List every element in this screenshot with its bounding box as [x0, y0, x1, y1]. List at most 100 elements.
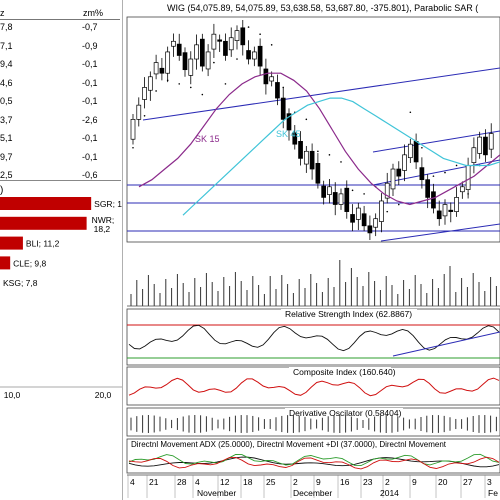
table-cell-change: -0,1: [82, 59, 98, 69]
x-tick-label: 23: [363, 477, 373, 487]
sar-dot: [328, 154, 331, 156]
bar-label: SGR; 18,7: [94, 199, 122, 209]
trend-lower: [380, 223, 500, 242]
sma45-line: [182, 97, 500, 216]
x-tick-label: 12: [220, 477, 230, 487]
sar-dot: [444, 171, 446, 174]
section-paren: ): [0, 185, 4, 196]
candle-body: [483, 136, 488, 156]
candle-body: [454, 197, 459, 212]
candle-body: [379, 200, 384, 222]
candle-body: [136, 104, 142, 120]
candle-body: [459, 186, 465, 193]
technical-chart: WIG (54,075.89, 54,075.89, 53,638.58, 53…: [123, 0, 500, 500]
sar-dot: [409, 111, 412, 114]
sma45-label: SK 45: [276, 129, 301, 139]
table-cell-change: -0,1: [82, 77, 98, 88]
rsi-label: Relative Strength Index (62.8867): [285, 309, 412, 319]
candle-body: [211, 33, 217, 50]
sar-dot: [351, 189, 354, 192]
x-axis-months: November December 2014 Fe: [197, 488, 498, 498]
candle-body: [275, 82, 280, 99]
x-tick-label: 2: [293, 477, 298, 487]
candle-body: [344, 187, 350, 212]
candle-body: [263, 68, 269, 85]
candle-body: [269, 76, 275, 82]
x-tick-label: 27: [463, 477, 473, 487]
candle-body: [425, 179, 431, 198]
x-tick-label: 2: [385, 477, 390, 487]
top-gainers-bar-chart: SGR; 18,7 NWR;18,2 BLI; 11,2 CLE; 9,8 KSG; 7…: [0, 197, 122, 400]
table-cell-change: -0,1: [82, 133, 98, 143]
sar-dot: [455, 164, 458, 167]
rsi-trendline: [392, 331, 500, 357]
candle-body: [431, 191, 436, 209]
candle-body: [407, 143, 413, 159]
candle-body: [217, 39, 223, 42]
minus-di-line: [128, 456, 500, 470]
candle-body: [240, 27, 246, 46]
price-panel: [126, 16, 500, 243]
bar-label: CLE; 9,8: [13, 258, 46, 268]
bar: [0, 197, 92, 210]
table-cell-value: 4,6: [0, 77, 13, 88]
sar-dot: [201, 93, 204, 96]
candle-body: [309, 150, 315, 170]
derivative-bars: [130, 415, 497, 433]
candle-body: [142, 87, 147, 100]
sar-dot: [189, 86, 192, 89]
sar-dot: [213, 61, 215, 64]
candle-body: [199, 38, 205, 67]
sar-dot: [386, 210, 389, 213]
candle-body: [384, 182, 390, 199]
section-divider: [0, 180, 121, 181]
table-cell-value: 3,7: [0, 114, 13, 125]
candle-body: [234, 30, 240, 41]
candle-body: [257, 45, 263, 67]
table-cell-value: 9,7: [0, 151, 13, 162]
x-tick-label: 4: [130, 477, 135, 487]
candle-body: [448, 209, 454, 212]
candle-body: [327, 186, 332, 195]
x-tick-label: 21: [149, 477, 159, 487]
table-cell-change: -0,6: [82, 170, 98, 180]
table-cell-change: -0,1: [82, 96, 98, 106]
adx-panel: [126, 438, 500, 474]
candle-body: [477, 136, 483, 154]
sar-dot: [421, 146, 423, 149]
candle-body: [436, 210, 442, 220]
candle-body: [182, 52, 188, 71]
table-cell-change: -0,7: [82, 22, 98, 32]
candle-body: [488, 133, 494, 150]
sar-dot: [178, 83, 181, 85]
bar-label: BLI; 11,2: [26, 239, 60, 249]
sar-dot: [155, 90, 157, 92]
candle-body: [251, 51, 257, 60]
table-cell-change: -0,1: [82, 151, 98, 162]
sar-dot: [236, 58, 238, 60]
x-tick-label: 9: [316, 477, 321, 487]
bar: [0, 256, 11, 270]
bar-label: KSG; 7,8: [3, 278, 38, 288]
table-cell-value: 7,1: [0, 40, 13, 51]
x-tick-label: 28: [177, 477, 187, 487]
sma15-label: SK 15: [195, 134, 220, 144]
table-cell-value: 2,5: [0, 170, 13, 180]
candle-body: [130, 119, 136, 140]
panel-separator: [122, 0, 123, 500]
trend-upper: [142, 67, 500, 121]
sar-dot: [340, 161, 342, 163]
table-cell-change: -2,6: [82, 114, 98, 125]
candle-body: [292, 132, 298, 145]
bar-axis-tick: 10,0: [4, 390, 21, 400]
candle-body: [350, 214, 355, 223]
table-cell-value: 0,5: [0, 96, 13, 106]
candle-body: [402, 154, 407, 171]
bar-axis-tick: 20,0: [95, 390, 112, 400]
x-tick-label: 9: [412, 477, 417, 487]
table-cell-value: 9,4: [0, 59, 13, 69]
candle-body: [442, 204, 448, 217]
x-tick-label: 20: [438, 477, 448, 487]
table-cell-change: -0,9: [82, 40, 98, 51]
candle-body: [321, 185, 327, 198]
